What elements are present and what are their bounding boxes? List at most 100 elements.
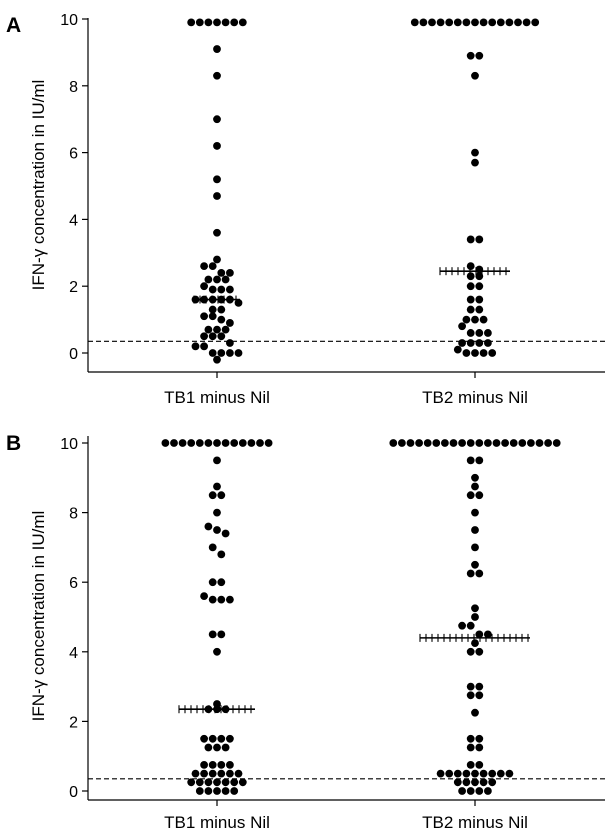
panel-label-b: B: [6, 432, 21, 455]
data-point: [458, 787, 466, 795]
x-category-label: TB2 minus Nil: [422, 388, 528, 407]
data-point: [471, 560, 479, 569]
data-point: [226, 268, 234, 277]
y-tick-label: 10: [60, 12, 78, 29]
data-point: [178, 439, 187, 447]
data-point: [213, 45, 221, 53]
data-point: [208, 734, 217, 743]
data-point: [466, 329, 475, 337]
data-point: [195, 18, 204, 27]
data-point: [488, 769, 497, 778]
data-point: [466, 282, 475, 291]
data-point: [213, 355, 221, 364]
data-point: [505, 769, 514, 778]
data-point: [226, 769, 234, 778]
data-point: [221, 18, 230, 27]
data-point: [234, 349, 243, 357]
y-tick-label: 10: [60, 436, 78, 453]
data-point: [238, 18, 247, 27]
data-point: [200, 312, 209, 321]
data-point: [462, 769, 471, 778]
data-point: [170, 439, 178, 447]
data-point: [187, 439, 196, 447]
data-point: [475, 456, 484, 465]
data-point: [208, 332, 217, 341]
data-point: [230, 439, 239, 447]
data-point: [471, 315, 479, 324]
data-point: [475, 282, 484, 291]
data-point: [466, 235, 475, 244]
data-point: [195, 778, 204, 787]
data-point: [466, 569, 475, 578]
data-point: [471, 148, 479, 157]
data-point: [208, 578, 217, 587]
data-point: [428, 18, 436, 27]
data-point: [200, 769, 209, 778]
data-point: [217, 305, 226, 314]
data-point: [445, 769, 454, 778]
data-point: [514, 18, 522, 27]
data-point: [466, 295, 475, 304]
data-point: [475, 630, 484, 639]
data-point: [475, 235, 484, 244]
data-point: [522, 18, 531, 27]
data-point: [208, 761, 217, 769]
data-point: [471, 473, 479, 482]
data-point: [200, 332, 209, 341]
data-point: [436, 18, 445, 27]
data-point: [471, 543, 479, 552]
data-point: [479, 778, 488, 787]
data-point: [466, 339, 475, 347]
data-point: [458, 322, 466, 331]
panel-a: A IFN-γ concentration in IU/ml 0 2 4 6 8 10 TB…: [6, 12, 605, 407]
data-point: [475, 734, 484, 743]
data-point: [436, 769, 445, 778]
data-point: [475, 761, 484, 769]
data-point: [213, 508, 221, 517]
data-point: [488, 349, 497, 357]
data-point: [230, 18, 239, 27]
data-point: [453, 18, 462, 27]
data-point: [200, 734, 209, 743]
data-point: [509, 439, 518, 447]
panel-b: B IFN-γ concentration in IU/ml 0 2 4 6 8 10 TB…: [6, 432, 605, 832]
data-point: [204, 275, 213, 284]
data-point: [544, 439, 552, 447]
data-point: [527, 439, 535, 447]
data-point: [462, 349, 471, 357]
data-point: [475, 329, 484, 337]
data-point: [531, 18, 540, 27]
data-point: [226, 761, 234, 769]
data-point: [419, 18, 428, 27]
data-point: [208, 543, 217, 552]
data-point: [535, 439, 544, 447]
data-point: [453, 769, 462, 778]
data-point: [466, 647, 475, 656]
data-point: [466, 456, 475, 465]
data-point: [458, 621, 466, 630]
data-point: [466, 305, 475, 314]
data-point: [479, 349, 488, 357]
data-point: [475, 439, 484, 447]
x-category-label: TB1 minus Nil: [164, 813, 270, 832]
data-point: [230, 787, 239, 795]
data-point: [471, 526, 479, 534]
data-point: [471, 71, 479, 80]
data-point: [466, 262, 475, 271]
data-point: [213, 255, 221, 264]
data-point: [518, 439, 527, 447]
data-point: [449, 439, 458, 447]
data-point: [213, 647, 221, 656]
y-tick-label: 8: [69, 79, 78, 96]
data-point: [471, 708, 479, 717]
data-point: [204, 439, 213, 447]
data-point: [191, 769, 200, 778]
data-point: [492, 439, 501, 447]
data-point: [213, 325, 221, 334]
data-point: [208, 595, 217, 604]
data-point: [217, 595, 226, 604]
data-point: [501, 439, 509, 447]
y-axis-title-b: IFN-γ concentration in IU/ml: [29, 511, 48, 722]
data-point: [462, 315, 471, 324]
data-point: [213, 778, 221, 787]
